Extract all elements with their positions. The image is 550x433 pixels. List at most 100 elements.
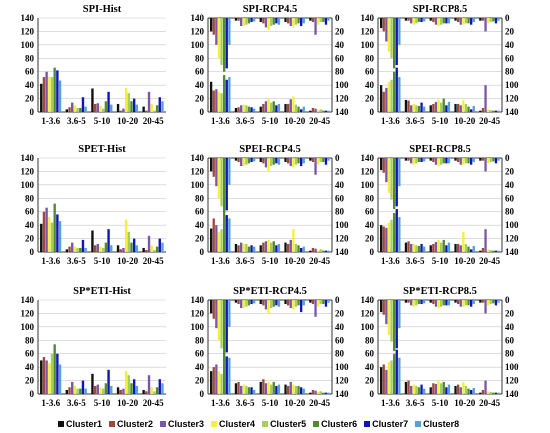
y-tick-label: 40 bbox=[25, 80, 35, 90]
inverted-bar bbox=[223, 18, 226, 72]
bar bbox=[53, 203, 56, 252]
bar bbox=[96, 103, 100, 112]
bar bbox=[324, 392, 328, 394]
bar bbox=[245, 105, 248, 112]
bar bbox=[437, 239, 440, 252]
bar bbox=[456, 384, 460, 394]
inverted-bar bbox=[379, 300, 383, 313]
inverted-bar bbox=[440, 158, 443, 165]
legend-label: Cluster5 bbox=[270, 419, 307, 429]
bar bbox=[40, 223, 43, 252]
inverted-bar bbox=[470, 18, 473, 25]
bar bbox=[489, 109, 492, 112]
bar bbox=[404, 381, 408, 394]
inverted-bar bbox=[417, 300, 421, 305]
y-tick-label: 120 bbox=[21, 26, 35, 36]
bar bbox=[110, 245, 113, 252]
inverted-bar bbox=[319, 300, 322, 305]
inverted-bar bbox=[225, 18, 228, 69]
bar bbox=[395, 209, 398, 252]
x-tick-label: 1-3.6 bbox=[211, 398, 230, 408]
bar bbox=[209, 228, 213, 252]
bar bbox=[297, 106, 300, 112]
inverted-bar bbox=[390, 300, 393, 342]
bar bbox=[104, 101, 108, 112]
inverted-bar bbox=[420, 18, 423, 23]
bar bbox=[42, 357, 46, 394]
bar bbox=[272, 101, 275, 112]
y-tick-label: 140 bbox=[21, 295, 35, 305]
bar bbox=[286, 243, 290, 252]
bar bbox=[242, 243, 245, 252]
y2-tick-label: 20 bbox=[335, 308, 345, 318]
inverted-bar bbox=[445, 300, 448, 306]
y2-tick-label: 0 bbox=[335, 153, 340, 163]
y-tick-label: 80 bbox=[365, 193, 375, 203]
bar bbox=[116, 103, 120, 112]
inverted-bar bbox=[479, 300, 482, 303]
bar bbox=[385, 227, 388, 252]
inverted-bar bbox=[442, 18, 445, 24]
inverted-bar bbox=[395, 18, 398, 65]
y2-tick-label: 40 bbox=[505, 322, 515, 332]
inverted-bar bbox=[470, 158, 473, 165]
bar bbox=[45, 71, 48, 112]
bar bbox=[217, 231, 221, 252]
bar bbox=[234, 107, 238, 112]
bar bbox=[324, 110, 328, 112]
inverted-bar bbox=[404, 18, 408, 21]
inverted-bar bbox=[481, 158, 485, 161]
bar bbox=[382, 364, 385, 394]
inverted-bar bbox=[407, 18, 410, 21]
bar bbox=[470, 109, 473, 112]
bar bbox=[327, 392, 330, 394]
y2-tick-label: 20 bbox=[505, 26, 515, 36]
inverted-bar bbox=[270, 18, 273, 27]
bar bbox=[319, 249, 322, 252]
inverted-bar bbox=[432, 158, 435, 163]
bar bbox=[259, 106, 262, 112]
bar bbox=[459, 245, 462, 252]
bar bbox=[124, 87, 128, 112]
y-tick-label: 120 bbox=[21, 308, 35, 318]
y-tick-label: 20 bbox=[195, 234, 205, 244]
inverted-bar bbox=[467, 158, 470, 164]
bar bbox=[79, 107, 82, 112]
bar bbox=[102, 247, 105, 252]
bar bbox=[316, 249, 320, 252]
inverted-bar bbox=[311, 158, 315, 163]
y-tick-label: 0 bbox=[200, 389, 205, 399]
bar bbox=[445, 387, 448, 394]
bar bbox=[497, 110, 500, 112]
bar bbox=[161, 101, 164, 112]
x-tick-label: 3.6-5 bbox=[67, 116, 86, 126]
inverted-bar bbox=[270, 300, 273, 309]
inverted-bar bbox=[209, 158, 213, 172]
bar bbox=[300, 387, 303, 394]
chart-panel-4: 0 20 40 60 80 100 120 140 1-3.6 3.6-5 5-10 10-20 20-… bbox=[21, 144, 166, 266]
inverted-bar bbox=[272, 18, 275, 25]
bar bbox=[445, 245, 448, 252]
y-tick-label: 80 bbox=[25, 335, 35, 345]
inverted-bar bbox=[423, 158, 426, 162]
bar bbox=[275, 105, 278, 112]
inverted-bar bbox=[481, 18, 485, 21]
x-tick-label: 5-10 bbox=[432, 256, 449, 266]
y-tick-label: 0 bbox=[370, 107, 375, 117]
bar bbox=[404, 99, 408, 112]
bar bbox=[420, 102, 423, 112]
inverted-bar bbox=[327, 300, 330, 303]
x-tick-label: 5-10 bbox=[432, 398, 449, 408]
bar bbox=[432, 383, 435, 394]
bar bbox=[454, 103, 457, 112]
inverted-bar bbox=[459, 300, 462, 307]
inverted-bar bbox=[297, 18, 300, 24]
y2-tick-label: 40 bbox=[335, 322, 345, 332]
bar bbox=[423, 388, 426, 394]
bar bbox=[497, 392, 500, 394]
bar bbox=[239, 242, 243, 252]
inverted-bar bbox=[277, 300, 281, 307]
bar bbox=[417, 105, 421, 112]
inverted-bar bbox=[292, 158, 295, 168]
inverted-bar bbox=[432, 300, 435, 305]
